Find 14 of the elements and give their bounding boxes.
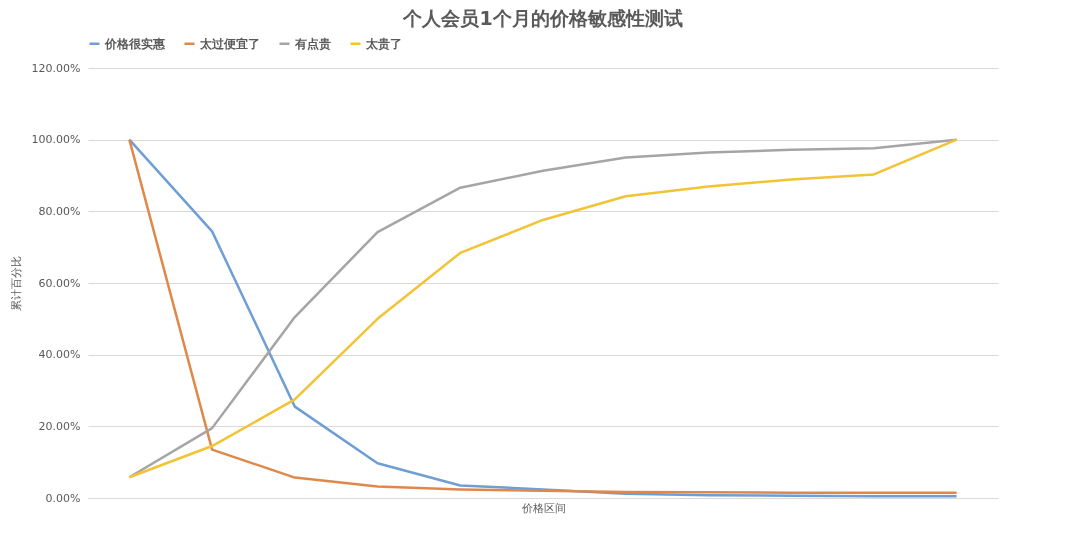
y-tick-label: 0.00% — [45, 491, 81, 505]
y-tick-label: 60.00% — [38, 276, 81, 290]
legend-label: 价格很实惠 — [104, 36, 166, 51]
legend-label: 太过便宜了 — [199, 36, 260, 51]
legend-label: 有点贵 — [294, 36, 331, 51]
y-tick-label: 120.00% — [31, 61, 81, 75]
chart-title: 个人会员1个月的价格敏感性测试 — [402, 7, 683, 29]
x-axis-title: 价格区间 — [520, 501, 566, 515]
y-tick-label: 80.00% — [38, 204, 81, 218]
legend-label: 太贵了 — [365, 36, 402, 51]
y-axis-title: 累计百分比 — [9, 256, 23, 311]
y-tick-label: 100.00% — [31, 133, 81, 147]
y-tick-label: 20.00% — [38, 419, 81, 433]
y-tick-label: 40.00% — [38, 348, 81, 362]
